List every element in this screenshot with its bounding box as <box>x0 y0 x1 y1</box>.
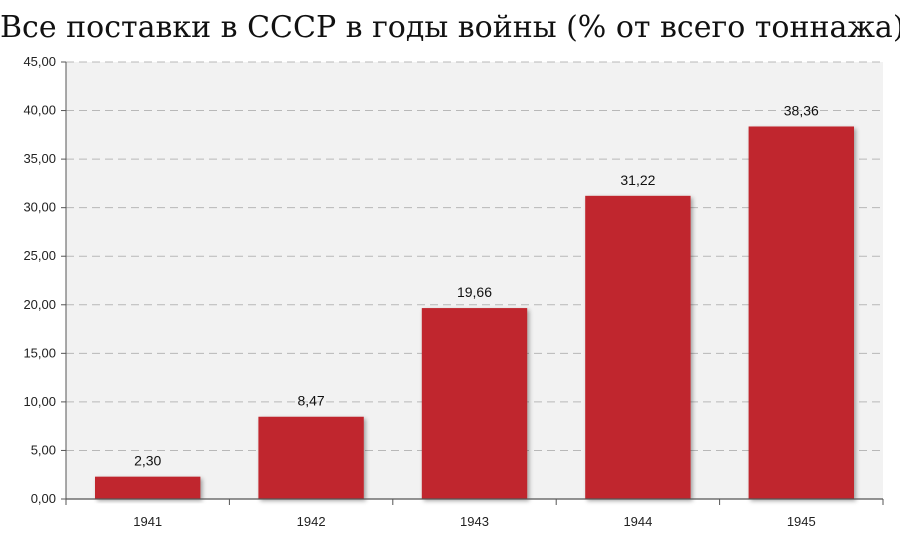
x-tick-label: 1941 <box>133 514 162 529</box>
data-label-1941: 2,30 <box>134 453 161 469</box>
bar-1944 <box>585 195 691 500</box>
x-tick-label: 1944 <box>623 514 652 529</box>
y-tick-label: 30,00 <box>23 200 56 215</box>
x-tick-label: 1942 <box>297 514 326 529</box>
y-tick-label: 10,00 <box>23 394 56 409</box>
data-label-1943: 19,66 <box>457 284 492 300</box>
data-label-1944: 31,22 <box>620 172 655 188</box>
bars <box>95 126 854 500</box>
y-tick-label: 15,00 <box>23 345 56 360</box>
y-tick-label: 20,00 <box>23 297 56 312</box>
bar-1941 <box>95 476 201 499</box>
y-axis-ticks: 0,00 5,00 10,00 15,00 20,00 25,00 30,00 35,00 40… <box>23 54 67 506</box>
bar-1943 <box>421 308 528 499</box>
data-labels: 2,30 8,47 19,66 31,22 38,36 <box>134 102 819 468</box>
bar-1942 <box>258 416 364 499</box>
y-tick-label: 40,00 <box>23 103 56 118</box>
y-tick-label: 0,00 <box>31 491 56 506</box>
data-label-1942: 8,47 <box>297 393 324 409</box>
x-tick-label: 1943 <box>460 514 489 529</box>
y-tick-label: 25,00 <box>23 248 56 263</box>
chart-title: Все поставки в СССР в годы войны (% от в… <box>0 10 900 45</box>
bar-1945 <box>748 126 854 499</box>
x-axis: 1941 1942 1943 1944 1945 <box>65 498 884 529</box>
y-tick-label: 35,00 <box>23 151 56 166</box>
y-tick-label: 5,00 <box>31 442 56 457</box>
x-tick-label: 1945 <box>787 514 816 529</box>
y-tick-label: 45,00 <box>23 54 56 69</box>
data-label-1945: 38,36 <box>784 102 819 118</box>
